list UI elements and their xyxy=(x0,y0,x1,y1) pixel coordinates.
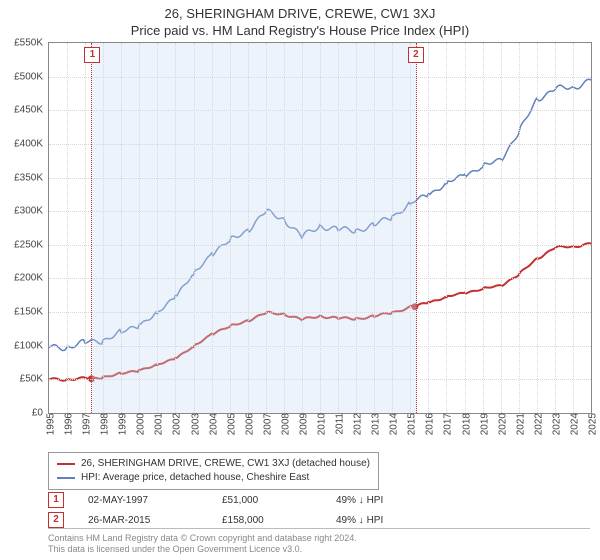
chart-area: £0£50K£100K£150K£200K£250K£300K£350K£400… xyxy=(48,42,590,412)
legend-item: HPI: Average price, detached house, Ches… xyxy=(57,471,370,485)
x-axis-label: 2024 xyxy=(565,413,580,435)
sale-badge: 2 xyxy=(48,512,64,528)
y-axis-label: £50K xyxy=(20,374,49,385)
y-axis-label: £250K xyxy=(14,239,49,250)
x-axis-label: 2011 xyxy=(331,413,346,435)
sale-row: 1 02-MAY-1997 £51,000 49% ↓ HPI xyxy=(48,490,383,510)
x-axis-label: 2020 xyxy=(493,413,508,435)
y-axis-label: £300K xyxy=(14,206,49,217)
x-axis-label: 2004 xyxy=(204,413,219,435)
x-axis-label: 2022 xyxy=(529,413,544,435)
legend-swatch xyxy=(57,477,75,479)
x-axis-label: 2015 xyxy=(403,413,418,435)
x-axis-label: 2005 xyxy=(222,413,237,435)
sale-date: 02-MAY-1997 xyxy=(88,495,198,506)
legend: 26, SHERINGHAM DRIVE, CREWE, CW1 3XJ (de… xyxy=(48,452,379,490)
x-axis-label: 2013 xyxy=(367,413,382,435)
y-axis-label: £100K xyxy=(14,340,49,351)
gridline-v xyxy=(465,43,466,413)
x-axis-label: 1999 xyxy=(114,413,129,435)
y-axis-label: £450K xyxy=(14,105,49,116)
y-axis-label: £150K xyxy=(14,307,49,318)
chart-container: 26, SHERINGHAM DRIVE, CREWE, CW1 3XJ Pri… xyxy=(0,0,600,560)
sale-price: £158,000 xyxy=(222,515,312,526)
x-axis-label: 2007 xyxy=(258,413,273,435)
x-axis-label: 2006 xyxy=(240,413,255,435)
x-axis-label: 2002 xyxy=(168,413,183,435)
gridline-v xyxy=(428,43,429,413)
sale-badge: 1 xyxy=(48,492,64,508)
legend-swatch xyxy=(57,463,75,465)
sale-price: £51,000 xyxy=(222,495,312,506)
x-axis-label: 2000 xyxy=(132,413,147,435)
highlight-band xyxy=(91,43,416,413)
x-axis-label: 2023 xyxy=(547,413,562,435)
x-axis-label: 2021 xyxy=(511,413,526,435)
gridline-v xyxy=(555,43,556,413)
legend-item: 26, SHERINGHAM DRIVE, CREWE, CW1 3XJ (de… xyxy=(57,457,370,471)
x-axis-label: 2003 xyxy=(186,413,201,435)
sale-diff: 49% ↓ HPI xyxy=(336,515,383,526)
x-axis-label: 2017 xyxy=(439,413,454,435)
gridline-v xyxy=(519,43,520,413)
y-axis-label: £200K xyxy=(14,273,49,284)
x-axis-label: 1996 xyxy=(60,413,75,435)
y-axis-label: £400K xyxy=(14,138,49,149)
y-axis-label: £350K xyxy=(14,172,49,183)
footer-line-1: Contains HM Land Registry data © Crown c… xyxy=(48,533,590,545)
plot-canvas: £0£50K£100K£150K£200K£250K£300K£350K£400… xyxy=(48,42,592,414)
sales-table: 1 02-MAY-1997 £51,000 49% ↓ HPI 2 26-MAR-2015… xyxy=(48,490,383,530)
legend-label: HPI: Average price, detached house, Ches… xyxy=(81,471,309,485)
x-axis-label: 2010 xyxy=(313,413,328,435)
gridline-v xyxy=(85,43,86,413)
gridline-v xyxy=(573,43,574,413)
y-axis-label: £550K xyxy=(14,38,49,49)
x-axis-label: 2025 xyxy=(584,413,599,435)
x-axis-label: 2001 xyxy=(150,413,165,435)
x-axis-label: 2014 xyxy=(385,413,400,435)
gridline-v xyxy=(446,43,447,413)
page-title: 26, SHERINGHAM DRIVE, CREWE, CW1 3XJ xyxy=(0,0,600,21)
y-axis-label: £500K xyxy=(14,71,49,82)
page-subtitle: Price paid vs. HM Land Registry's House … xyxy=(0,21,600,42)
legend-label: 26, SHERINGHAM DRIVE, CREWE, CW1 3XJ (de… xyxy=(81,457,370,471)
x-axis-label: 2016 xyxy=(421,413,436,435)
sale-diff: 49% ↓ HPI xyxy=(336,495,383,506)
x-axis-label: 2019 xyxy=(475,413,490,435)
x-axis-label: 1998 xyxy=(96,413,111,435)
chart-marker-badge: 1 xyxy=(84,47,100,63)
x-axis-label: 1997 xyxy=(78,413,93,435)
x-axis-label: 2012 xyxy=(349,413,364,435)
gridline-v xyxy=(537,43,538,413)
x-axis-label: 2009 xyxy=(294,413,309,435)
gridline-v xyxy=(483,43,484,413)
footer-attribution: Contains HM Land Registry data © Crown c… xyxy=(48,528,590,556)
gridline-v xyxy=(501,43,502,413)
x-axis-label: 2008 xyxy=(276,413,291,435)
footer-line-2: This data is licensed under the Open Gov… xyxy=(48,544,590,556)
sale-date: 26-MAR-2015 xyxy=(88,515,198,526)
chart-marker-badge: 2 xyxy=(408,47,424,63)
x-axis-label: 2018 xyxy=(457,413,472,435)
gridline-v xyxy=(67,43,68,413)
x-axis-label: 1995 xyxy=(42,413,57,435)
